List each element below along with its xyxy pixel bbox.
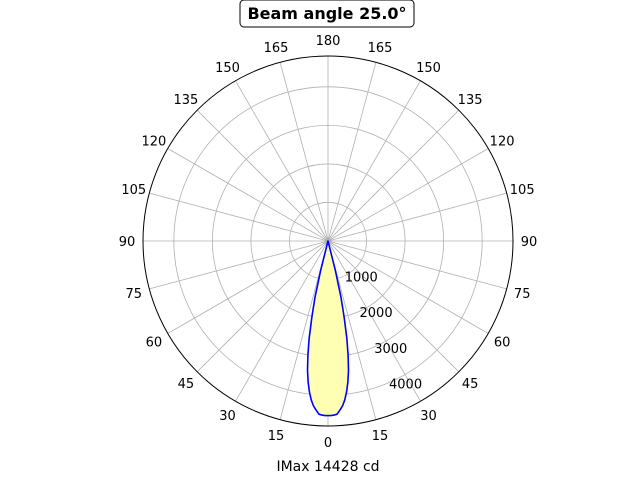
angle-tick-label: 165 — [368, 41, 393, 56]
radial-tick-label: 4000 — [389, 377, 422, 392]
data-layer — [306, 240, 350, 417]
angle-tick-label: 75 — [514, 287, 531, 302]
outer-circle — [142, 55, 514, 427]
tick-labels: 0 15 30 45 60 75 90 105 120 135 150 165 180 165 150 135… — [119, 34, 538, 451]
angle-gridline — [327, 148, 489, 242]
series-fill — [307, 241, 349, 416]
angle-tick-label: 180 — [316, 34, 341, 49]
chart-title-frame — [239, 0, 415, 28]
angle-tick-label: 120 — [141, 135, 166, 150]
angle-tick-label: 90 — [521, 235, 538, 250]
series-line — [306, 240, 350, 417]
angle-tick-label: 105 — [121, 183, 146, 198]
angle-tick-label: 165 — [264, 41, 289, 56]
angle-tick-label: 150 — [416, 61, 441, 76]
radial-tick-label: 2000 — [360, 306, 393, 321]
angle-tick-label: 150 — [215, 61, 240, 76]
angle-tick-label: 45 — [462, 377, 479, 392]
angle-tick-label: 30 — [219, 409, 236, 424]
angle-gridline — [167, 148, 329, 242]
chart-title-box: Beam angle 25.0° — [239, 0, 415, 28]
polar-frame — [142, 55, 514, 427]
angle-tick-label: 75 — [126, 287, 143, 302]
angle-tick-label: 45 — [178, 377, 195, 392]
radial-tick-label: 1000 — [345, 271, 378, 286]
polar-grid — [143, 56, 513, 426]
angle-gridline — [167, 240, 329, 334]
angle-tick-label: 0 — [324, 436, 332, 451]
angle-tick-label: 120 — [490, 135, 515, 150]
angle-tick-label: 60 — [146, 336, 163, 351]
angle-tick-label: 90 — [119, 235, 136, 250]
angle-gridline — [327, 80, 421, 242]
angle-tick-label: 135 — [458, 93, 483, 108]
angle-tick-label: 60 — [494, 336, 511, 351]
chart-title: Beam angle 25.0° — [247, 4, 406, 23]
radial-tick-label: 3000 — [374, 342, 407, 357]
angle-gridline — [327, 240, 489, 334]
angle-gridline — [235, 80, 329, 242]
angle-gridline — [327, 109, 460, 242]
angle-tick-label: 15 — [372, 429, 389, 444]
angle-tick-label: 30 — [420, 409, 437, 424]
angle-tick-label: 135 — [173, 93, 198, 108]
angle-tick-label: 105 — [510, 183, 535, 198]
angle-tick-label: 15 — [268, 429, 285, 444]
x-axis-label: IMax 14428 cd — [276, 459, 379, 475]
angle-gridline — [196, 109, 329, 242]
